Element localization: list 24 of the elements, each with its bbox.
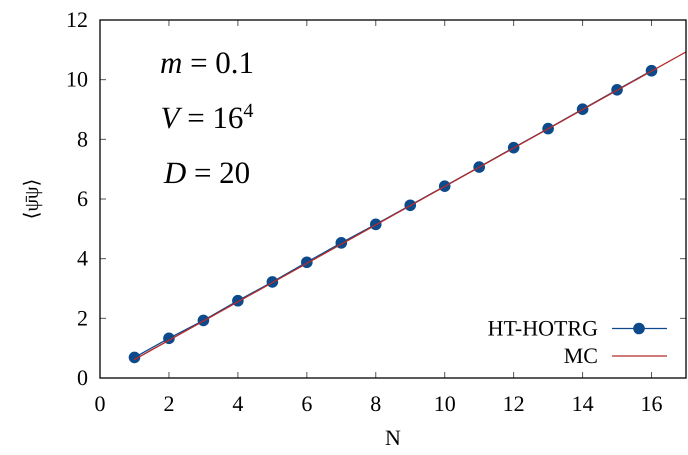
- x-tick-label: 8: [370, 391, 382, 416]
- legend-label: MC: [564, 343, 598, 368]
- y-tick-label: 2: [77, 305, 88, 330]
- x-tick-label: 16: [640, 391, 663, 416]
- y-axis-title: ⟨ψ̄ψ⟩: [21, 178, 43, 220]
- point: [128, 352, 140, 364]
- annotation: V = 16$^{4}$: [160, 100, 254, 135]
- legend-label: HT-HOTRG: [488, 316, 598, 340]
- annotation: m = 0.1: [160, 45, 254, 80]
- x-tick-label: 6: [301, 391, 312, 416]
- y-tick-label: 0: [77, 365, 88, 390]
- y-tick-label: 4: [77, 246, 88, 271]
- x-tick-label: 0: [94, 391, 106, 416]
- x-tick-label: 10: [434, 391, 456, 416]
- y-tick-label: 12: [66, 7, 88, 32]
- x-tick-label: 12: [502, 391, 525, 416]
- x-tick-label: 14: [572, 391, 594, 416]
- annotation: D = 20: [162, 155, 250, 190]
- x-tick-label: 2: [163, 391, 174, 416]
- y-tick-label: 6: [77, 186, 88, 211]
- x-tick-label: 4: [232, 391, 244, 416]
- x-axis-title: N: [385, 425, 402, 450]
- y-tick-label: 10: [66, 66, 88, 92]
- y-tick-label: 8: [77, 126, 88, 152]
